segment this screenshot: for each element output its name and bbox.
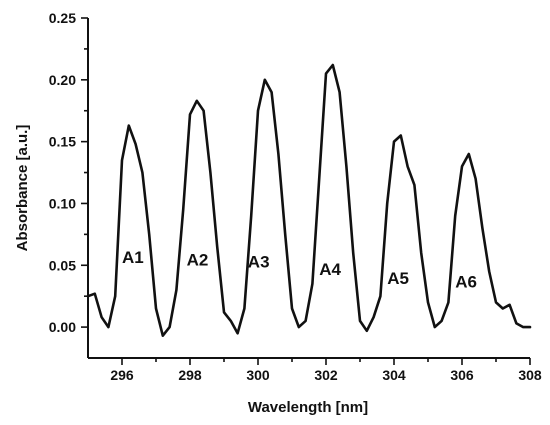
x-axis-title: Wavelength [nm] <box>248 399 368 416</box>
y-tick-label: 0.10 <box>49 195 76 211</box>
absorbance-series-line <box>86 63 532 338</box>
peak-label: A1 <box>122 248 144 267</box>
y-tick-label: 0.00 <box>49 319 76 335</box>
peak-labels: A1 A2 A3 A4 A5 A6 <box>122 248 477 292</box>
x-tick-label: 298 <box>178 367 202 383</box>
peak-label: A3 <box>248 253 270 272</box>
y-tick-label: 0.20 <box>49 72 76 88</box>
y-tick-label: 0.25 <box>49 10 76 26</box>
peak-label: A2 <box>187 250 209 269</box>
peak-label: A6 <box>455 273 477 292</box>
x-tick-label: 306 <box>450 367 474 383</box>
x-tick-label: 302 <box>314 367 338 383</box>
series-group <box>86 63 532 338</box>
peak-label: A5 <box>387 269 409 288</box>
x-tick-label: 300 <box>246 367 270 383</box>
x-tick-label: 308 <box>518 367 542 383</box>
x-tick-label: 296 <box>110 367 134 383</box>
axes: 0.00 0.05 0.10 0.15 0.20 0.25 296 298 300 302 304 3… <box>49 10 542 383</box>
x-tick-label: 304 <box>382 367 406 383</box>
y-tick-label: 0.15 <box>49 134 76 150</box>
peak-label: A4 <box>319 260 341 279</box>
y-tick-label: 0.05 <box>49 257 76 273</box>
y-axis-title: Absorbance [a.u.] <box>14 125 31 252</box>
